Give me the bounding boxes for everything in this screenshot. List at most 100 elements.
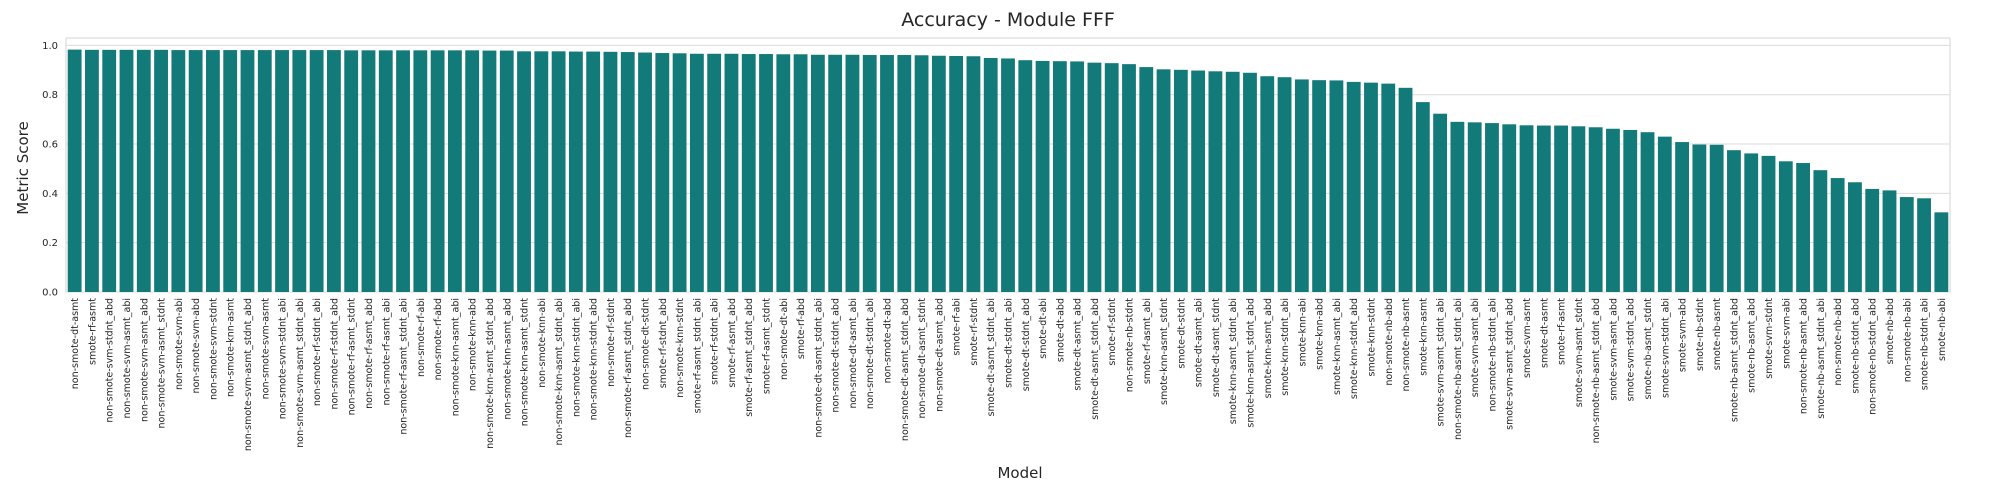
y-tick-label: 0.2 bbox=[42, 238, 58, 249]
bar bbox=[1122, 64, 1136, 293]
x-tick-label: non-smote-dt-abi bbox=[779, 298, 790, 380]
bar bbox=[344, 50, 359, 293]
x-tick-label: non-smote-dt-asmt_stdnt bbox=[917, 298, 928, 419]
x-tick-label: non-smote-nb-abd bbox=[1384, 298, 1395, 386]
x-tick-label: non-smote-knn-stdnt_abi bbox=[571, 298, 582, 417]
x-tick-label: smote-rf-asmt bbox=[1557, 298, 1568, 365]
bar bbox=[741, 54, 756, 292]
bar bbox=[378, 50, 393, 293]
bar bbox=[707, 53, 722, 292]
x-tick-label: non-smote-nb-stdnt_abi bbox=[1487, 298, 1498, 411]
x-tick-label: smote-rf-asmt_abd bbox=[727, 298, 738, 388]
bar bbox=[1104, 63, 1119, 292]
bar bbox=[1018, 60, 1033, 292]
x-tick-label: non-smote-nb-asmt_abd bbox=[1799, 298, 1810, 414]
bar bbox=[1398, 87, 1413, 292]
x-tick-label: smote-knn-asmt bbox=[1418, 298, 1429, 376]
x-tick-label: non-smote-knn-asmt_stdnt bbox=[520, 298, 531, 426]
bar bbox=[1294, 79, 1309, 292]
x-tick-label: smote-nb-asmt_abd bbox=[1747, 298, 1758, 393]
bar bbox=[1709, 144, 1724, 292]
bar bbox=[1606, 128, 1620, 292]
bar bbox=[897, 55, 912, 292]
bar bbox=[1865, 188, 1880, 292]
x-tick-label: smote-rf-stdnt bbox=[969, 298, 980, 366]
bar bbox=[1139, 67, 1154, 292]
x-tick-label: non-smote-dt-asmt_stdnt_abi bbox=[813, 298, 824, 438]
bar bbox=[1744, 153, 1759, 292]
x-tick-label: smote-rf-abd bbox=[796, 298, 807, 359]
bar bbox=[1035, 60, 1050, 293]
bar bbox=[1830, 178, 1845, 292]
bar bbox=[949, 56, 964, 293]
x-tick-label: smote-svm-stdnt_abd bbox=[1626, 298, 1637, 401]
x-axis-label: Model bbox=[997, 464, 1042, 482]
x-tick-label: non-smote-rf-abi bbox=[416, 298, 427, 377]
bar bbox=[413, 50, 428, 293]
x-tick-label: smote-knn-stdnt_abi bbox=[1280, 298, 1291, 396]
x-tick-label: non-smote-svm-asmt bbox=[260, 298, 271, 400]
x-tick-label: non-smote-svm-stdnt_abi bbox=[278, 298, 289, 419]
x-tick-label: non-smote-knn-asmt bbox=[226, 298, 237, 397]
x-tick-label: non-smote-svm-abi bbox=[174, 298, 185, 390]
bar bbox=[1433, 113, 1448, 293]
x-tick-label: smote-knn-asmt_stdnt_abi bbox=[1228, 298, 1239, 424]
x-tick-label: non-smote-svm-stdnt_abd bbox=[105, 298, 116, 423]
bar bbox=[655, 53, 670, 292]
x-tick-label: smote-knn-abi bbox=[1297, 298, 1308, 366]
bar bbox=[1364, 82, 1378, 292]
bar bbox=[724, 53, 739, 292]
bar bbox=[326, 50, 341, 292]
bar bbox=[845, 54, 860, 292]
x-tick-label: non-smote-nb-stdnt bbox=[1124, 298, 1135, 393]
x-tick-label: smote-dt-asmt_stdnt bbox=[1211, 298, 1222, 397]
x-tick-label: smote-nb-stdnt bbox=[1695, 298, 1706, 371]
bar bbox=[793, 54, 808, 292]
x-tick-label: non-smote-knn-abi bbox=[537, 298, 548, 388]
x-tick-label: non-smote-svm-asmt_abi bbox=[122, 298, 133, 419]
y-axis-label: Metric Score bbox=[14, 121, 32, 214]
bar bbox=[931, 55, 946, 292]
y-tick-label: 0.6 bbox=[42, 140, 58, 151]
x-tick-label: non-smote-nb-abi bbox=[1902, 298, 1913, 382]
x-tick-label: smote-nb-stdnt_abi bbox=[1920, 298, 1931, 390]
bar bbox=[1208, 71, 1223, 292]
x-tick-label: non-smote-dt-abd bbox=[883, 298, 894, 383]
bar bbox=[119, 49, 134, 292]
bar bbox=[1312, 80, 1327, 292]
x-tick-label: smote-nb-asmt_stdnt bbox=[1643, 298, 1654, 400]
x-tick-label: smote-svm-asmt_stdnt_abd bbox=[1505, 298, 1516, 430]
bar bbox=[1191, 70, 1206, 292]
x-tick-label: smote-knn-asmt_abd bbox=[1263, 298, 1274, 398]
bar bbox=[188, 50, 203, 292]
bar bbox=[1260, 76, 1275, 292]
x-tick-label: smote-svm-asmt_stdnt bbox=[1574, 298, 1585, 407]
bar bbox=[1519, 125, 1534, 292]
x-tick-label: smote-dt-asmt_abi bbox=[1194, 298, 1205, 387]
bar bbox=[1882, 190, 1897, 292]
bar bbox=[1415, 102, 1430, 292]
bar bbox=[223, 50, 238, 292]
bar bbox=[85, 49, 99, 292]
x-tick-label: smote-rf-stdnt bbox=[1107, 298, 1118, 366]
bar bbox=[759, 54, 773, 292]
x-tick-label: smote-svm-asmt_stdnt_abi bbox=[1436, 298, 1447, 426]
bar bbox=[828, 54, 843, 292]
x-tick-label: smote-rf-asmt_stdnt_abd bbox=[744, 298, 755, 417]
bar bbox=[966, 56, 981, 293]
x-tick-label: non-smote-dt-asmt_abi bbox=[848, 298, 859, 408]
x-tick-label: smote-nb-asmt_stdnt_abd bbox=[1729, 298, 1740, 422]
bar bbox=[1502, 124, 1517, 293]
bar bbox=[1899, 197, 1914, 292]
x-tick-label: non-smote-knn-stdnt_abd bbox=[589, 298, 600, 420]
bar bbox=[1536, 125, 1551, 292]
bar bbox=[465, 50, 480, 293]
x-tick-label: smote-nb-asmt bbox=[1712, 298, 1723, 371]
bar bbox=[1381, 83, 1396, 292]
bar bbox=[603, 51, 618, 292]
x-tick-label: non-smote-rf-asmt_abi bbox=[381, 298, 392, 405]
bar bbox=[1623, 129, 1638, 292]
bar bbox=[482, 50, 497, 293]
x-tick-label: smote-dt-stdnt bbox=[1176, 298, 1187, 369]
bar bbox=[672, 53, 687, 292]
